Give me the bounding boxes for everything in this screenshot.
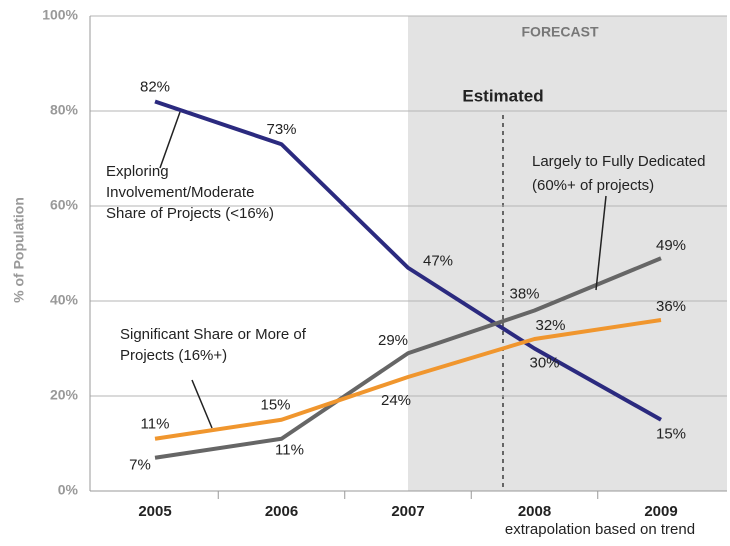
leader-line (159, 111, 181, 169)
data-label: 15% (260, 397, 290, 414)
series-line (154, 256, 662, 460)
y-tick-label: 80% (50, 102, 79, 118)
data-label: 73% (266, 121, 296, 138)
y-tick-label: 40% (50, 292, 79, 308)
data-label: 11% (275, 442, 304, 459)
data-label: 36% (656, 298, 686, 315)
data-label: 11% (141, 416, 170, 433)
data-label: 47% (423, 253, 453, 270)
y-tick-label: 100% (42, 7, 78, 23)
series-name: Projects (16%+) (120, 347, 227, 364)
x-tick-label: 2008 (518, 503, 551, 520)
series-name: Share of Projects (<16%) (106, 205, 274, 222)
series-name: Significant Share or More of (120, 326, 307, 343)
y-axis-label: % of Population (11, 197, 27, 303)
x-note: extrapolation based on trend (505, 521, 695, 538)
forecast-region (408, 16, 727, 491)
series-name: Involvement/Moderate (106, 184, 254, 201)
series-name: Exploring (106, 163, 169, 180)
data-label: 24% (381, 392, 411, 409)
data-label: 49% (656, 237, 686, 254)
series-name: (60%+ of projects) (532, 177, 654, 194)
data-label: 30% (529, 354, 559, 371)
data-label: 38% (509, 285, 539, 302)
data-label: 29% (378, 332, 408, 349)
x-tick-label: 2009 (644, 503, 677, 520)
estimated-label: Estimated (462, 86, 543, 105)
forecast-label: FORECAST (522, 24, 599, 40)
series-name: Largely to Fully Dedicated (532, 153, 705, 170)
y-tick-label: 0% (58, 482, 79, 498)
data-label: 32% (535, 317, 565, 334)
series-line (154, 99, 662, 422)
y-tick-label: 20% (50, 387, 79, 403)
data-label: 15% (656, 426, 686, 443)
series-line (154, 318, 662, 441)
data-label: 7% (129, 457, 151, 474)
x-tick-label: 2007 (391, 503, 424, 520)
leader-line (595, 195, 607, 291)
x-tick-label: 2005 (138, 503, 171, 520)
y-tick-label: 60% (50, 197, 79, 213)
leader-line (191, 379, 213, 429)
data-label: 82% (140, 78, 170, 95)
x-tick-label: 2006 (265, 503, 298, 520)
